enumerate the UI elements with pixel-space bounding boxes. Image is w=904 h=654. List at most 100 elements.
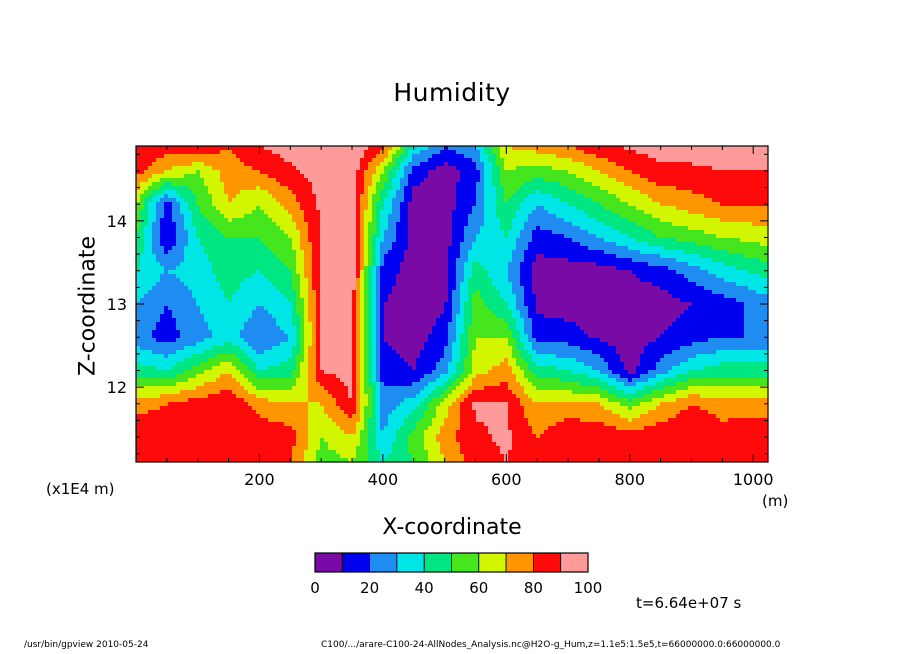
heatmap-cell [736, 146, 741, 151]
heatmap-cell [640, 158, 645, 163]
heatmap-cell [348, 250, 353, 255]
heatmap-cell [308, 242, 313, 247]
heatmap-cell [320, 210, 325, 215]
heatmap-cell [696, 150, 701, 155]
heatmap-cell [200, 226, 205, 231]
heatmap-cell [160, 230, 165, 235]
heatmap-cell [708, 170, 713, 175]
heatmap-cell [708, 214, 713, 219]
heatmap-cell [216, 162, 221, 167]
heatmap-cell [612, 254, 617, 259]
heatmap-cell [344, 242, 349, 247]
heatmap-cell [544, 146, 549, 151]
heatmap-cell [236, 262, 241, 267]
heatmap-cell [628, 258, 633, 263]
heatmap-cell [440, 234, 445, 239]
heatmap-cell [556, 194, 561, 199]
heatmap-cell [368, 270, 373, 275]
heatmap-cell [332, 230, 337, 235]
heatmap-cell [340, 206, 345, 211]
heatmap-cell [536, 206, 541, 211]
heatmap-cell [264, 178, 269, 183]
heatmap-cell [528, 254, 533, 259]
heatmap-cell [720, 166, 725, 171]
heatmap-cell [156, 186, 161, 191]
heatmap-cell [632, 206, 637, 211]
heatmap-cell [368, 226, 373, 231]
heatmap-cell [460, 254, 465, 259]
heatmap-cell [252, 158, 257, 163]
heatmap-cell [624, 242, 629, 247]
heatmap-cell [284, 226, 289, 231]
heatmap-cell [760, 254, 765, 259]
heatmap-cell [372, 202, 377, 207]
heatmap-cell [472, 202, 477, 207]
heatmap-cell [224, 242, 229, 247]
heatmap-cell [568, 166, 573, 171]
heatmap-cell [284, 146, 289, 151]
heatmap-cell [732, 150, 737, 155]
heatmap-cell [448, 186, 453, 191]
heatmap-cell [212, 166, 217, 171]
heatmap-cell [596, 206, 601, 211]
heatmap-cell [308, 234, 313, 239]
heatmap-cell [184, 154, 189, 159]
heatmap-cell [764, 170, 768, 175]
heatmap-cell [500, 174, 505, 179]
heatmap-cell [688, 258, 693, 263]
heatmap-cell [420, 154, 425, 159]
heatmap-cell [324, 250, 329, 255]
heatmap-cell [380, 250, 385, 255]
heatmap-cell [260, 194, 265, 199]
heatmap-cell [368, 254, 373, 259]
heatmap-cell [476, 146, 481, 151]
heatmap-cell [292, 234, 297, 239]
heatmap-cell [292, 226, 297, 231]
heatmap-cell [620, 166, 625, 171]
heatmap-cell [372, 194, 377, 199]
heatmap-cell [184, 158, 189, 163]
heatmap-cell [212, 258, 217, 263]
heatmap-cell [184, 266, 189, 271]
heatmap-cell [412, 190, 417, 195]
heatmap-cell [352, 182, 357, 187]
heatmap-cell [168, 270, 173, 275]
heatmap-cell [752, 226, 757, 231]
heatmap-cell [736, 226, 741, 231]
heatmap-cell [356, 158, 361, 163]
heatmap-cell [492, 238, 497, 243]
heatmap-cell [232, 222, 237, 227]
heatmap-cell [744, 170, 749, 175]
heatmap-cell [332, 174, 337, 179]
heatmap-cell [608, 254, 613, 259]
heatmap-cell [232, 226, 237, 231]
heatmap-cell [408, 146, 413, 151]
heatmap-cell [496, 146, 501, 151]
heatmap-cell [476, 246, 481, 251]
heatmap-cell [384, 210, 389, 215]
heatmap-cell [364, 182, 369, 187]
heatmap-cell [196, 218, 201, 223]
heatmap-cell [420, 182, 425, 187]
heatmap-cell [552, 166, 557, 171]
heatmap-cell [668, 234, 673, 239]
heatmap-cell [708, 234, 713, 239]
heatmap-cell [632, 190, 637, 195]
heatmap-cell [576, 162, 581, 167]
heatmap-cell [168, 166, 173, 171]
heatmap-cell [700, 266, 705, 271]
heatmap-cell [432, 206, 437, 211]
heatmap-cell [156, 170, 161, 175]
heatmap-cell [484, 174, 489, 179]
heatmap-cell [588, 266, 593, 271]
heatmap-cell [424, 230, 429, 235]
heatmap-cell [188, 202, 193, 207]
heatmap-cell [164, 242, 169, 247]
heatmap-cell [640, 234, 645, 239]
heatmap-cell [556, 250, 561, 255]
heatmap-cell [376, 190, 381, 195]
heatmap-cell [540, 238, 545, 243]
heatmap-cell [640, 162, 645, 167]
heatmap-cell [164, 154, 169, 159]
heatmap-cell [364, 246, 369, 251]
